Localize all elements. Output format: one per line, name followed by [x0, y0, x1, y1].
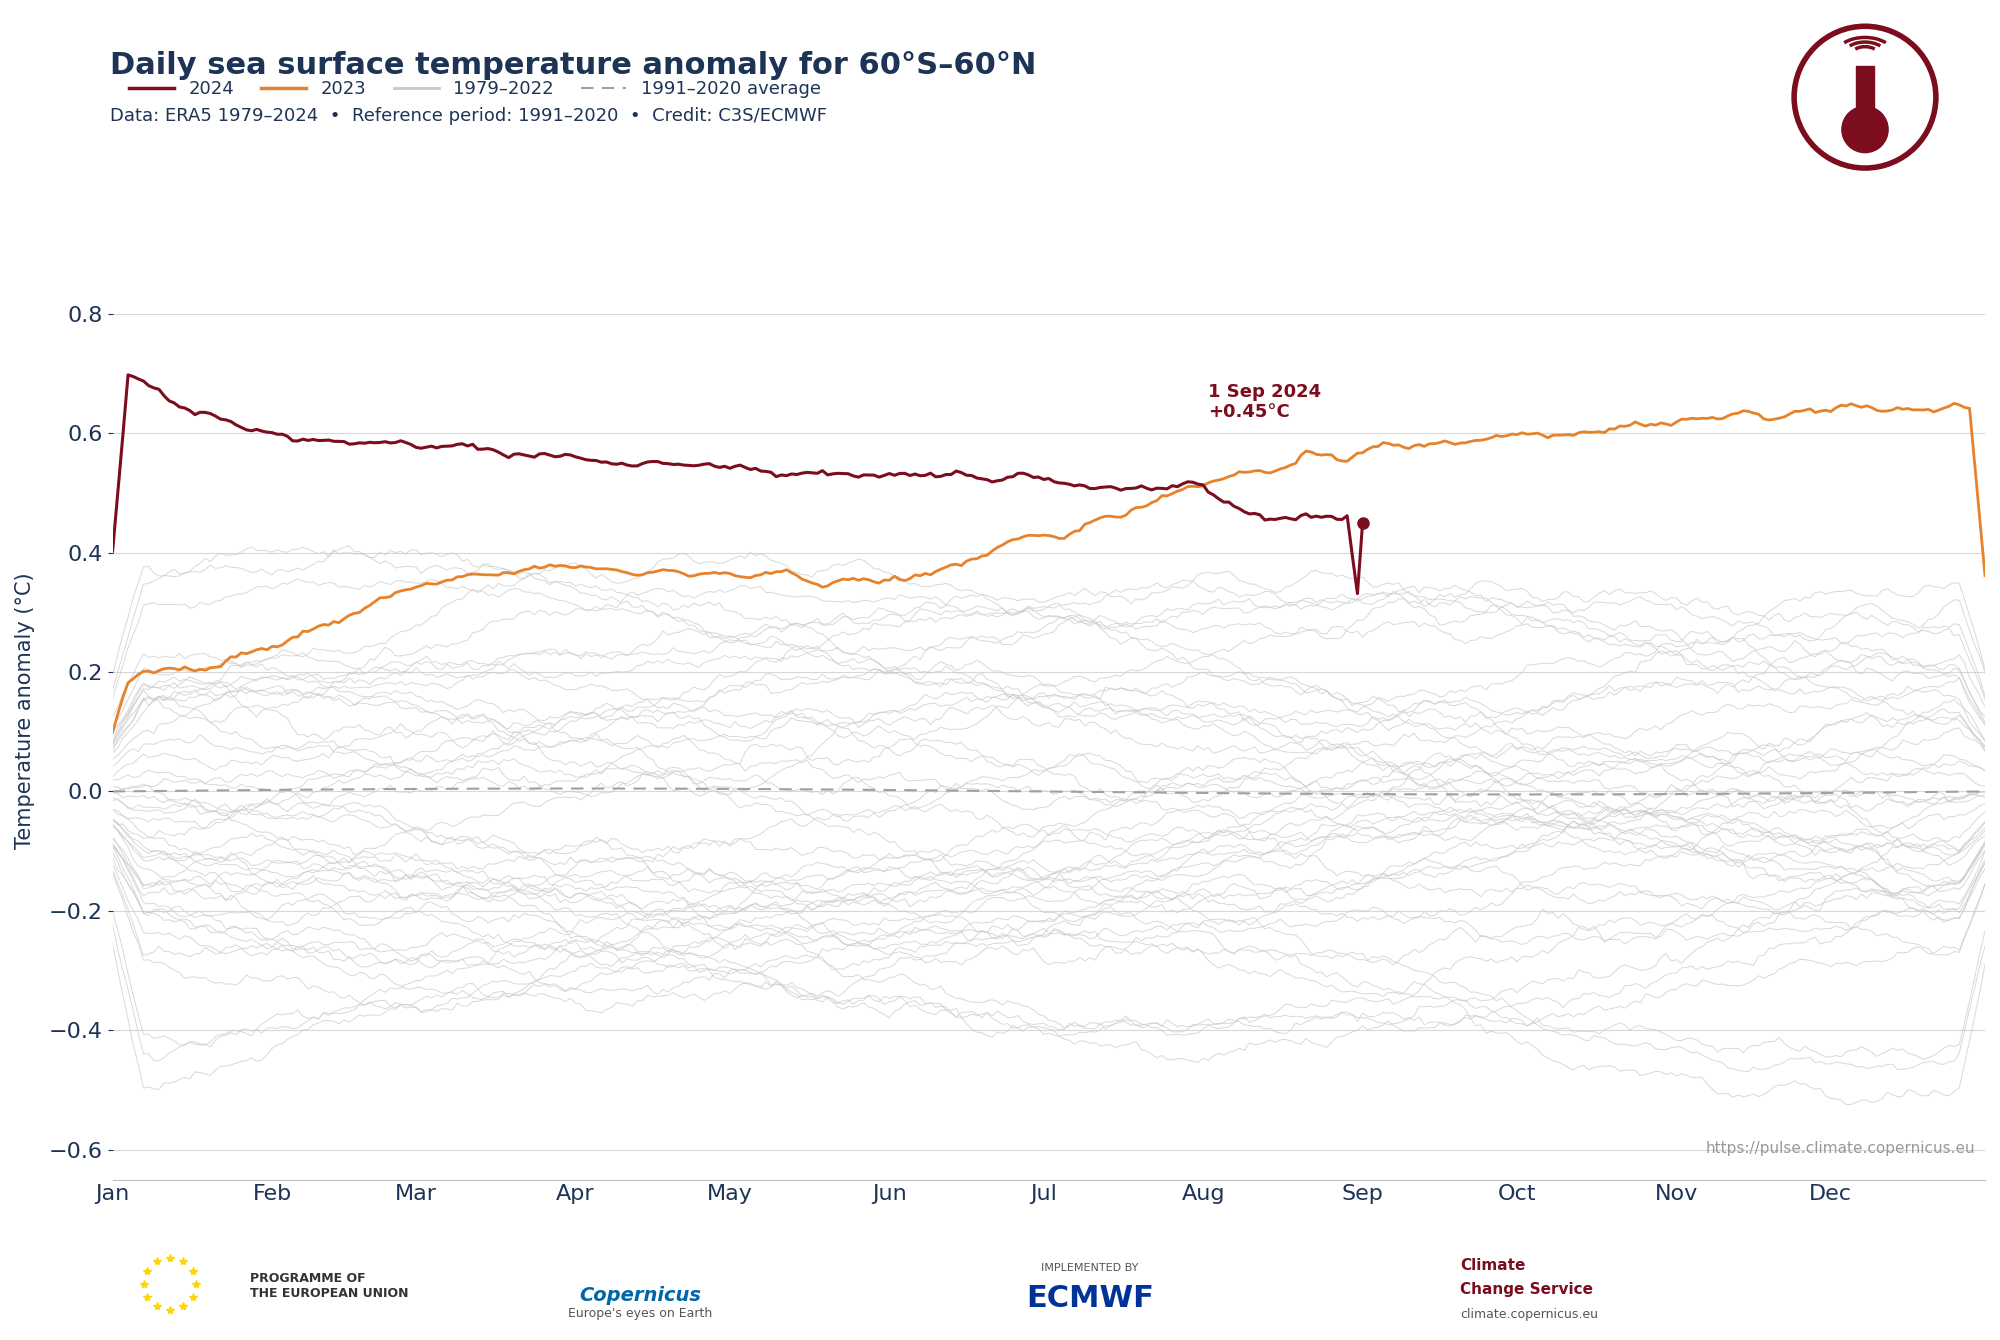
Text: IMPLEMENTED BY: IMPLEMENTED BY: [1042, 1264, 1138, 1273]
Text: ECMWF: ECMWF: [1026, 1284, 1154, 1313]
Text: https://pulse.climate.copernicus.eu: https://pulse.climate.copernicus.eu: [1706, 1142, 1976, 1156]
Legend: 2024, 2023, 1979–2022, 1991–2020 average: 2024, 2023, 1979–2022, 1991–2020 average: [122, 74, 828, 106]
Text: Climate: Climate: [1460, 1258, 1526, 1273]
Text: 1 Sep 2024
+0.45°C: 1 Sep 2024 +0.45°C: [1208, 382, 1322, 421]
Text: PROGRAMME OF
THE EUROPEAN UNION: PROGRAMME OF THE EUROPEAN UNION: [250, 1273, 408, 1300]
Text: Change Service: Change Service: [1460, 1282, 1592, 1297]
Text: Data: ERA5 1979–2024  •  Reference period: 1991–2020  •  Credit: C3S/ECMWF: Data: ERA5 1979–2024 • Reference period:…: [110, 107, 828, 125]
Text: climate.copernicus.eu: climate.copernicus.eu: [1460, 1308, 1598, 1321]
Circle shape: [1842, 106, 1888, 153]
Y-axis label: Temperature anomaly (°C): Temperature anomaly (°C): [14, 572, 36, 850]
Text: Europe's eyes on Earth: Europe's eyes on Earth: [568, 1306, 712, 1320]
Bar: [1856, 66, 1874, 125]
Text: Daily sea surface temperature anomaly for 60°S–60°N: Daily sea surface temperature anomaly fo…: [110, 51, 1036, 80]
Text: Copernicus: Copernicus: [580, 1286, 702, 1305]
